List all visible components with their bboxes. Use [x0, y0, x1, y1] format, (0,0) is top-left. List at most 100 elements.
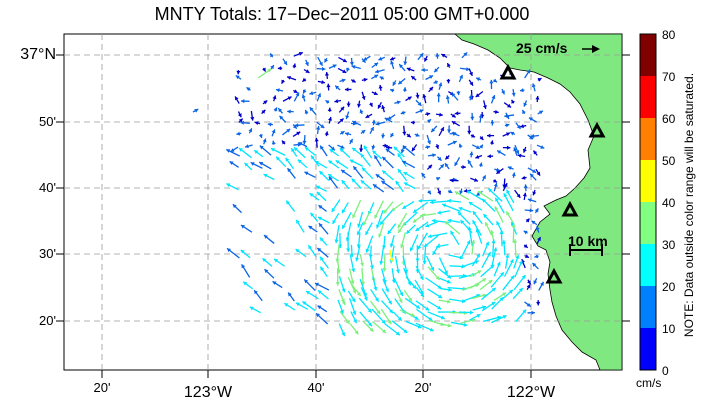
current-vector-head: [305, 61, 309, 66]
current-vector-head: [496, 261, 501, 266]
current-vector-head: [511, 224, 516, 228]
distance-scale-label: 10 km: [568, 233, 608, 249]
colorbar-band: [640, 202, 656, 244]
current-vector-head: [378, 56, 383, 61]
current-vector-head: [339, 148, 344, 153]
current-vector-head: [384, 117, 389, 122]
current-vector-head: [537, 237, 541, 242]
current-vector-head: [240, 249, 245, 254]
current-vector-head: [249, 306, 254, 311]
current-vector-head: [248, 128, 253, 133]
x-label-20: 20': [414, 380, 432, 395]
current-vector-head: [437, 284, 442, 289]
current-vector-head: [325, 100, 330, 104]
current-vector-head: [437, 190, 442, 195]
current-vector-head: [355, 257, 360, 262]
reference-arrow: [582, 45, 600, 53]
current-vector-head: [395, 269, 401, 274]
current-vector-head: [352, 214, 356, 219]
current-vector-head: [477, 191, 482, 195]
current-vector-head: [379, 261, 384, 265]
current-vector-head: [375, 69, 379, 74]
current-vector-head: [399, 291, 404, 296]
current-vector-head: [493, 183, 498, 187]
current-vector-head: [384, 143, 388, 148]
colorbar-tick-0: 0: [662, 364, 669, 378]
current-vector-head: [467, 226, 472, 231]
current-vector-head: [390, 56, 395, 61]
current-vector-head: [520, 124, 524, 129]
current-vector-head: [359, 148, 364, 152]
y-label-37n: 37°N: [20, 46, 56, 63]
current-vector-head: [424, 243, 429, 247]
current-vector-head: [360, 153, 365, 158]
current-vector-head: [296, 219, 300, 224]
current-vector-head: [511, 99, 516, 104]
colorbar-tick-30: 30: [662, 238, 676, 252]
current-vector-head: [515, 150, 520, 154]
current-vector-head: [398, 80, 403, 85]
colorbar-tick-40: 40: [662, 196, 676, 210]
current-vector-head: [430, 266, 435, 271]
current-vector-head: [377, 104, 382, 109]
current-vector-head: [406, 67, 411, 72]
current-vector-head: [533, 280, 538, 285]
current-vector-head: [236, 131, 241, 136]
current-vector-head: [507, 166, 512, 171]
current-vector-head: [250, 162, 255, 166]
current-vector-head: [450, 230, 455, 235]
station-south: [545, 267, 563, 284]
current-vector-head: [353, 319, 357, 324]
current-vector-head: [403, 172, 408, 176]
current-vector-head: [301, 94, 306, 99]
current-vector-head: [328, 116, 333, 121]
current-vector-head: [501, 90, 505, 95]
current-vector-head: [399, 64, 404, 69]
current-vector-head: [368, 254, 373, 259]
current-vector-head: [352, 289, 357, 294]
current-vector-head: [451, 132, 456, 136]
current-vector-head: [365, 230, 369, 235]
current-vector-head: [344, 87, 349, 92]
current-vector-head: [351, 78, 356, 83]
current-vector-head: [271, 129, 276, 134]
current-vector-head: [250, 116, 255, 121]
current-vector-head: [452, 140, 457, 145]
plot-frame: [63, 33, 623, 371]
current-vector-head: [499, 297, 504, 302]
current-vector-head: [436, 92, 441, 97]
current-vector-head: [345, 115, 350, 120]
current-vector-head: [531, 220, 536, 225]
current-vector-head: [478, 162, 483, 167]
current-vector-head: [351, 298, 356, 303]
current-vector-head: [395, 331, 400, 336]
current-vector-head: [349, 61, 354, 66]
current-vector-head: [227, 248, 231, 253]
current-vector-head: [532, 191, 537, 196]
station-east: [588, 121, 606, 138]
current-vector-head: [521, 175, 526, 180]
current-vector-head: [294, 147, 298, 152]
current-vector-head: [263, 173, 268, 178]
current-vector-head: [334, 99, 339, 104]
current-vector-head: [438, 294, 443, 299]
current-vector-head: [510, 275, 515, 280]
current-vector-head: [240, 99, 245, 104]
current-vector-head: [469, 151, 474, 156]
current-vector-head: [487, 154, 492, 159]
current-vector-head: [327, 107, 332, 112]
x-label-123w: 123°W: [183, 384, 233, 401]
current-vector-head: [417, 245, 422, 250]
current-vector-head: [420, 292, 424, 297]
current-vector-head: [437, 305, 442, 310]
current-vector-head: [509, 289, 513, 294]
colorbar-band: [640, 328, 656, 370]
current-vector-head: [417, 324, 422, 329]
current-vector-head: [419, 109, 424, 114]
current-vector-head: [456, 91, 461, 96]
current-vector-head: [454, 161, 459, 166]
current-vector-head: [408, 297, 412, 302]
current-vector-head: [415, 227, 420, 231]
current-vector-head: [410, 120, 415, 125]
current-vector-head: [424, 57, 428, 62]
